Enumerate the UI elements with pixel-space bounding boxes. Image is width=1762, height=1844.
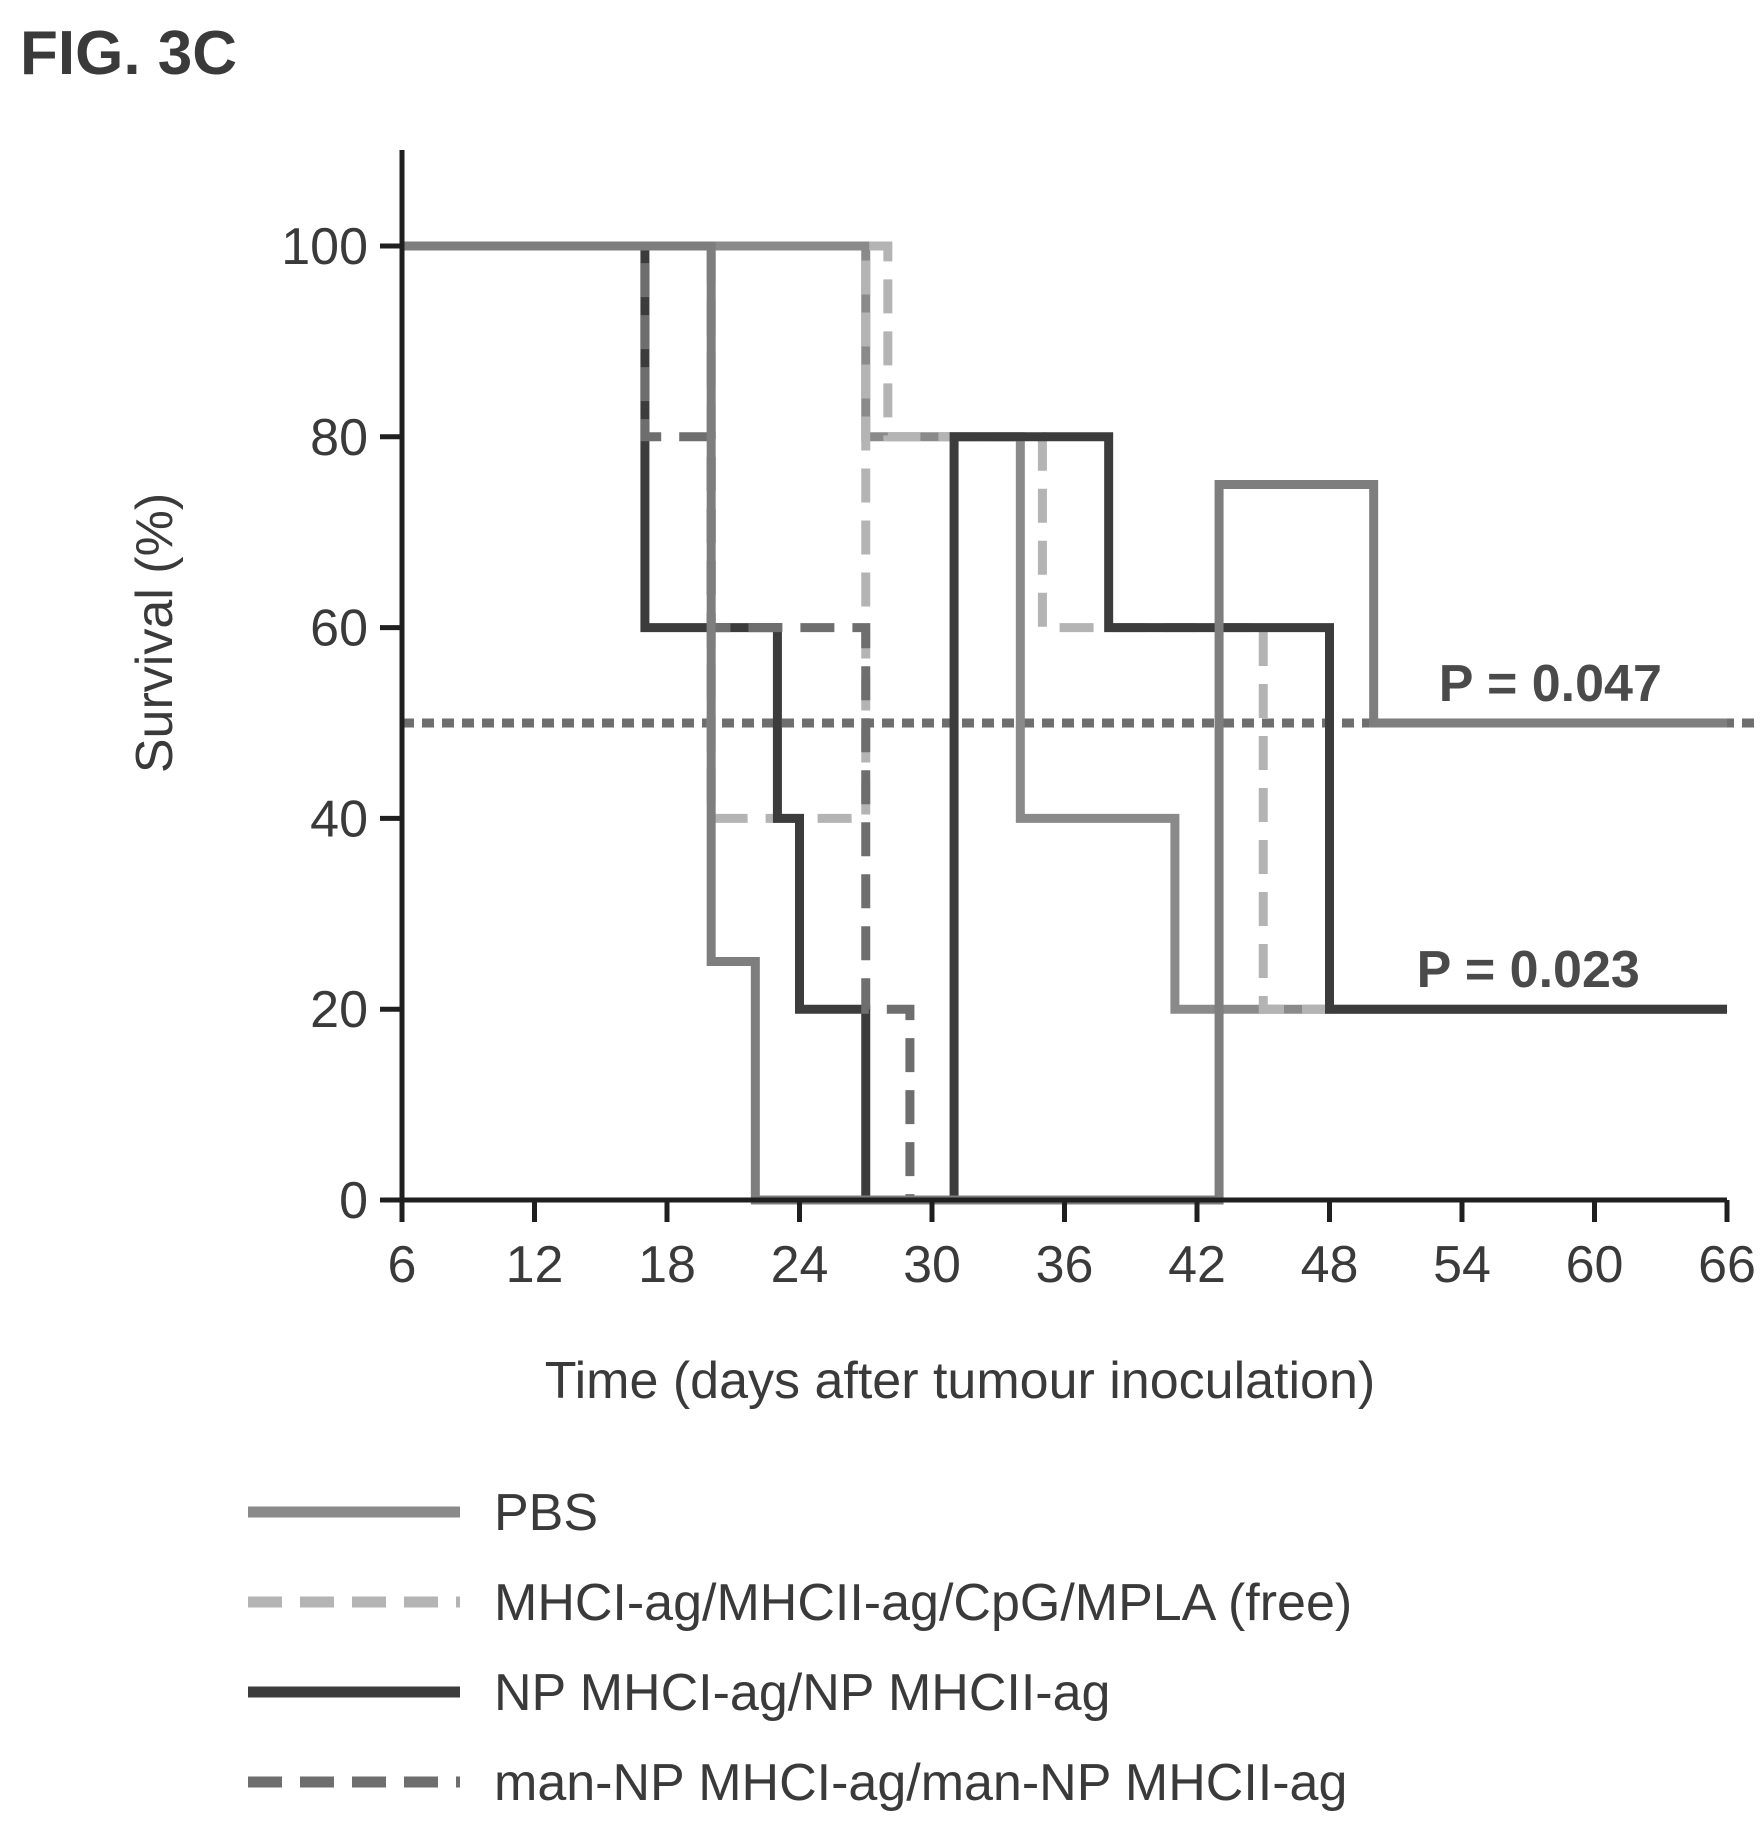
p-value-annotation-1: P = 0.047 (1439, 655, 1662, 713)
y-tick-label: 0 (339, 1172, 368, 1230)
x-axis-label: Time (days after tumour inoculation) (545, 1352, 1375, 1410)
p-value-annotations: P = 0.047 P = 0.023 (1417, 655, 1662, 999)
x-tick-label: 36 (1036, 1236, 1094, 1294)
x-tick-label: 60 (1566, 1236, 1624, 1294)
x-tick-label: 66 (1698, 1236, 1756, 1294)
y-tick-label: 20 (310, 981, 368, 1039)
legend-label-3: NP MHCI-ag/NP MHCII-ag (494, 1664, 1110, 1722)
y-tick-label: 60 (310, 600, 368, 658)
y-tick-label: 80 (310, 409, 368, 467)
plot-lines (402, 241, 1757, 1205)
x-tick-label: 54 (1433, 1236, 1491, 1294)
y-axis-label: Survival (%) (126, 493, 184, 773)
axes: 0 20 40 60 80 100 6 12 18 24 30 36 42 48 54 60 66 (281, 150, 1756, 1294)
x-tick-label: 24 (771, 1236, 829, 1294)
x-tick-label: 42 (1168, 1236, 1226, 1294)
y-tick-label: 40 (310, 790, 368, 848)
x-tick-label: 48 (1301, 1236, 1359, 1294)
figure-label: FIG. 3C (20, 19, 238, 88)
x-tick-label: 30 (903, 1236, 961, 1294)
x-tick-label: 6 (388, 1236, 417, 1294)
p-value-annotation-2: P = 0.023 (1417, 941, 1640, 999)
x-tick-label: 12 (506, 1236, 564, 1294)
x-tick-label: 18 (638, 1236, 696, 1294)
legend-label-4: man-NP MHCI-ag/man-NP MHCII-ag (494, 1754, 1347, 1812)
legend-label-1: PBS (494, 1484, 598, 1542)
legend-label-2: MHCI-ag/MHCII-ag/CpG/MPLA (free) (494, 1574, 1352, 1632)
y-tick-label: 100 (281, 218, 368, 276)
legend: PBS MHCI-ag/MHCII-ag/CpG/MPLA (free) NP MH… (248, 1484, 1352, 1812)
